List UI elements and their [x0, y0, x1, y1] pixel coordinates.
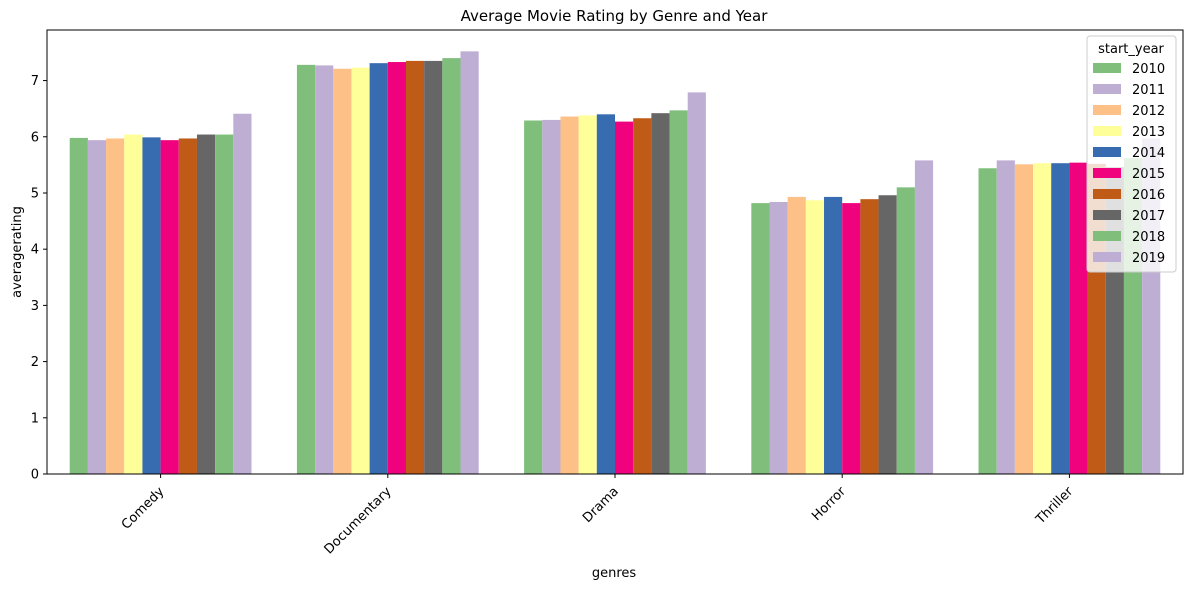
bar-comedy-2015 — [160, 140, 179, 474]
bar-thriller-2012 — [1014, 164, 1034, 474]
y-tick-label: 6 — [31, 130, 39, 145]
bar-comedy-2010 — [69, 137, 88, 474]
bar-documentary-2016 — [405, 60, 425, 474]
legend-swatch-2013 — [1093, 126, 1121, 136]
bar-comedy-2018 — [215, 134, 234, 475]
y-tick-label: 4 — [31, 243, 39, 258]
legend-swatch-2014 — [1093, 147, 1121, 157]
legend-title: start_year — [1098, 42, 1164, 57]
bar-drama-2017 — [651, 113, 670, 475]
bar-documentary-2019 — [460, 51, 479, 475]
legend-swatch-2010 — [1093, 63, 1121, 73]
legend-label-2016: 2016 — [1132, 188, 1165, 203]
legend-label-2019: 2019 — [1132, 251, 1165, 266]
bar-drama-2010 — [524, 120, 543, 475]
legend-label-2013: 2013 — [1132, 125, 1165, 140]
y-tick-label: 3 — [31, 299, 39, 314]
bar-comedy-2019 — [233, 113, 252, 475]
bar-drama-2013 — [578, 115, 597, 475]
bar-comedy-2012 — [106, 138, 125, 474]
bar-drama-2019 — [687, 92, 706, 474]
legend-label-2015: 2015 — [1132, 167, 1165, 182]
bar-horror-2011 — [769, 201, 788, 475]
bar-horror-2013 — [805, 200, 825, 475]
bar-horror-2019 — [914, 160, 934, 474]
chart-title: Average Movie Rating by Genre and Year — [461, 7, 769, 25]
bar-horror-2018 — [896, 187, 915, 474]
y-tick-label: 7 — [31, 74, 39, 89]
bar-horror-2014 — [824, 196, 843, 475]
bar-documentary-2012 — [333, 68, 352, 474]
legend-label-2011: 2011 — [1132, 83, 1165, 98]
bar-thriller-2014 — [1051, 163, 1070, 474]
legend-swatch-2019 — [1093, 252, 1121, 262]
bar-thriller-2011 — [996, 160, 1015, 474]
legend-swatch-2011 — [1093, 84, 1121, 94]
bar-drama-2018 — [669, 110, 688, 475]
bar-comedy-2017 — [196, 134, 216, 475]
legend-label-2017: 2017 — [1132, 209, 1165, 224]
y-axis-label: averagerating — [10, 206, 25, 298]
bar-thriller-2013 — [1033, 163, 1052, 474]
legend-label-2014: 2014 — [1132, 146, 1165, 161]
y-tick-label: 2 — [31, 355, 39, 370]
bar-documentary-2011 — [315, 65, 334, 474]
bar-thriller-2010 — [978, 168, 997, 474]
legend-swatch-2017 — [1093, 210, 1121, 220]
bar-drama-2014 — [596, 114, 615, 475]
legend-label-2012: 2012 — [1132, 104, 1165, 119]
bar-documentary-2018 — [442, 58, 461, 474]
bar-documentary-2010 — [296, 64, 316, 474]
legend-swatch-2016 — [1093, 189, 1121, 199]
y-tick-label: 5 — [31, 186, 39, 201]
x-axis-label: genres — [592, 566, 637, 581]
bar-horror-2015 — [842, 203, 861, 474]
bar-documentary-2017 — [424, 60, 443, 474]
bar-horror-2012 — [787, 196, 806, 475]
y-axis: 0 1 2 3 4 5 6 7 — [31, 74, 47, 483]
y-tick-label: 1 — [31, 411, 39, 426]
bar-horror-2017 — [878, 195, 897, 475]
y-tick-label: 0 — [31, 468, 39, 483]
bar-drama-2012 — [560, 116, 579, 475]
bar-comedy-2011 — [87, 140, 107, 474]
bar-comedy-2016 — [178, 138, 197, 474]
legend-swatch-2018 — [1093, 231, 1121, 241]
bar-horror-2010 — [751, 203, 770, 474]
legend-label-2010: 2010 — [1132, 62, 1165, 77]
bar-comedy-2013 — [124, 134, 143, 475]
plot-frame — [46, 29, 1184, 475]
legend-label-2018: 2018 — [1132, 230, 1165, 245]
bar-drama-2016 — [633, 118, 652, 475]
legend-swatch-2015 — [1093, 168, 1121, 178]
bar-documentary-2013 — [351, 67, 370, 474]
bar-drama-2011 — [542, 119, 561, 475]
bar-thriller-2015 — [1069, 162, 1088, 474]
bar-documentary-2015 — [387, 62, 406, 474]
legend: start_year 2010 2011 2012 2013 2014 2015 2016 2… — [1086, 35, 1177, 273]
legend-swatch-2012 — [1093, 105, 1121, 115]
bar-comedy-2014 — [142, 137, 161, 474]
bar-horror-2016 — [860, 199, 879, 475]
bar-drama-2015 — [615, 121, 634, 475]
bar-documentary-2014 — [369, 63, 388, 474]
